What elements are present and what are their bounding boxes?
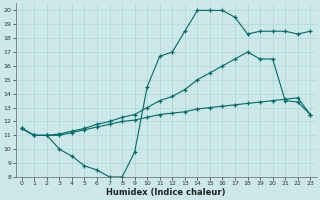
X-axis label: Humidex (Indice chaleur): Humidex (Indice chaleur) (106, 188, 226, 197)
